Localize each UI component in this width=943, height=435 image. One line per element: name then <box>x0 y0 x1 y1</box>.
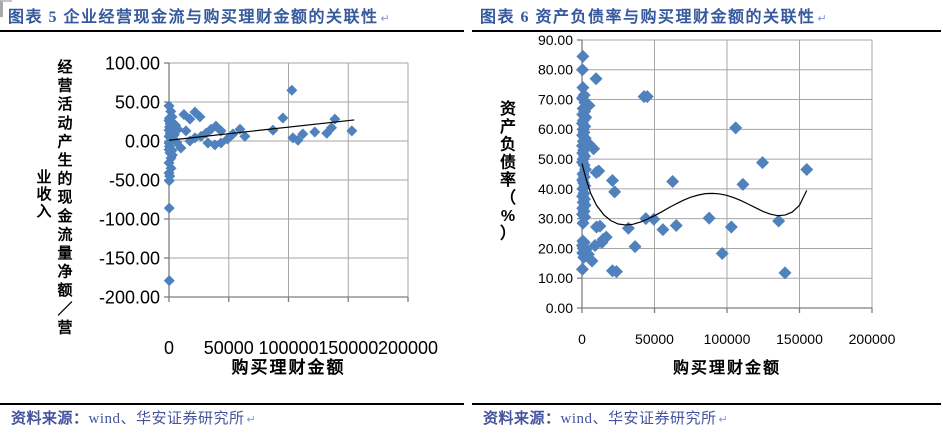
figure6-scatter-chart: 90.00 80.00 70.00 60.00 50.00 40.00 30.00 20.00… <box>500 32 896 377</box>
figure6-title: 图表 6 资产负债率与购买理财金额的关联性 ↵ <box>480 3 828 27</box>
svg-text:购买理财金额: 购买理财金额 <box>232 357 346 377</box>
svg-text:50.00: 50.00 <box>115 92 160 112</box>
svg-text:60.00: 60.00 <box>538 121 573 137</box>
svg-text:100000: 100000 <box>704 331 751 347</box>
svg-text:净: 净 <box>57 263 72 281</box>
svg-text:活: 活 <box>57 95 72 113</box>
svg-text:20.00: 20.00 <box>538 240 573 256</box>
svg-text:10.00: 10.00 <box>538 270 573 286</box>
svg-text:50000: 50000 <box>635 331 674 347</box>
svg-text:额: 额 <box>57 281 72 299</box>
svg-text:经: 经 <box>57 58 72 76</box>
figure6-source: 资料来源：wind、华安证券研究所 ↵ <box>483 407 728 428</box>
svg-text:的: 的 <box>57 170 72 188</box>
svg-text:收: 收 <box>36 185 51 203</box>
svg-text:-100.00: -100.00 <box>99 209 160 229</box>
svg-text:购买理财金额: 购买理财金额 <box>673 358 781 377</box>
svg-text:100000: 100000 <box>258 338 318 358</box>
svg-text:0: 0 <box>164 338 174 358</box>
svg-text:／: ／ <box>57 300 72 318</box>
svg-text:%: % <box>501 208 515 225</box>
figure5-title-text: 图表 5 企业经营现金流与购买理财金额的关联性 <box>8 9 379 26</box>
svg-text:现: 现 <box>57 189 72 206</box>
title-divider <box>472 30 941 32</box>
source-text: wind、华安证券研究所 <box>560 411 717 427</box>
svg-text:金: 金 <box>56 207 73 225</box>
source-label: 资料来源： <box>11 411 89 427</box>
paragraph-mark-icon: ↵ <box>817 13 829 25</box>
svg-text:动: 动 <box>57 114 72 132</box>
svg-text:80.00: 80.00 <box>538 62 573 78</box>
figure5-source: 资料来源：wind、华安证券研究所 ↵ <box>11 407 256 428</box>
svg-text:负: 负 <box>500 135 516 154</box>
svg-text:债: 债 <box>500 152 516 171</box>
figure5-title: 图表 5 企业经营现金流与购买理财金额的关联性 ↵ <box>8 3 391 27</box>
svg-text:0.00: 0.00 <box>546 300 573 316</box>
svg-text:产: 产 <box>57 132 72 150</box>
svg-text:营: 营 <box>57 319 72 336</box>
svg-text:30.00: 30.00 <box>538 211 573 227</box>
svg-text:50.00: 50.00 <box>538 151 573 167</box>
svg-text:生: 生 <box>57 151 72 169</box>
svg-text:-50.00: -50.00 <box>109 170 160 190</box>
paragraph-mark-icon: ↵ <box>380 13 392 25</box>
svg-text:200000: 200000 <box>849 331 896 347</box>
svg-text:）: ） <box>500 225 516 243</box>
svg-text:90.00: 90.00 <box>538 32 573 48</box>
svg-text:产: 产 <box>500 117 516 136</box>
source-text: wind、华安证券研究所 <box>88 411 245 427</box>
svg-text:-200.00: -200.00 <box>99 287 160 307</box>
title-divider <box>0 30 464 32</box>
corner-mark <box>0 0 12 17</box>
svg-text:量: 量 <box>57 245 72 262</box>
paragraph-mark-icon: ↵ <box>246 414 257 426</box>
figure5-scatter-chart: 100.00 50.00 0.00 -50.00 -100.00 -150.00 -200.… <box>36 53 438 377</box>
svg-text:50000: 50000 <box>204 338 254 358</box>
figure5-panel: 图表 5 企业经营现金流与购买理财金额的关联性 ↵ 100.00 50.00 0.00… <box>0 0 466 435</box>
svg-text:率: 率 <box>500 170 516 189</box>
svg-text:150000: 150000 <box>318 338 378 358</box>
svg-text:业: 业 <box>36 169 51 186</box>
svg-text:资: 资 <box>500 99 516 118</box>
svg-text:40.00: 40.00 <box>538 181 573 197</box>
figure6-title-text: 图表 6 资产负债率与购买理财金额的关联性 <box>480 9 816 26</box>
svg-text:（: （ <box>500 189 516 207</box>
svg-text:-150.00: -150.00 <box>99 248 160 268</box>
paragraph-mark-icon: ↵ <box>718 414 729 426</box>
svg-text:100.00: 100.00 <box>105 53 160 73</box>
svg-text:0: 0 <box>578 331 586 347</box>
svg-text:0.00: 0.00 <box>125 131 160 151</box>
svg-text:营: 营 <box>57 78 72 95</box>
svg-text:150000: 150000 <box>776 331 823 347</box>
source-divider <box>0 403 464 405</box>
svg-text:入: 入 <box>36 203 51 220</box>
source-label: 资料来源： <box>483 411 561 427</box>
svg-text:流: 流 <box>57 225 72 243</box>
figure6-panel: 图表 6 资产负债率与购买理财金额的关联性 ↵ 90.00 80.00 70.00 60… <box>472 0 943 435</box>
svg-text:200000: 200000 <box>378 338 438 358</box>
source-divider <box>472 403 941 405</box>
svg-text:70.00: 70.00 <box>538 91 573 107</box>
